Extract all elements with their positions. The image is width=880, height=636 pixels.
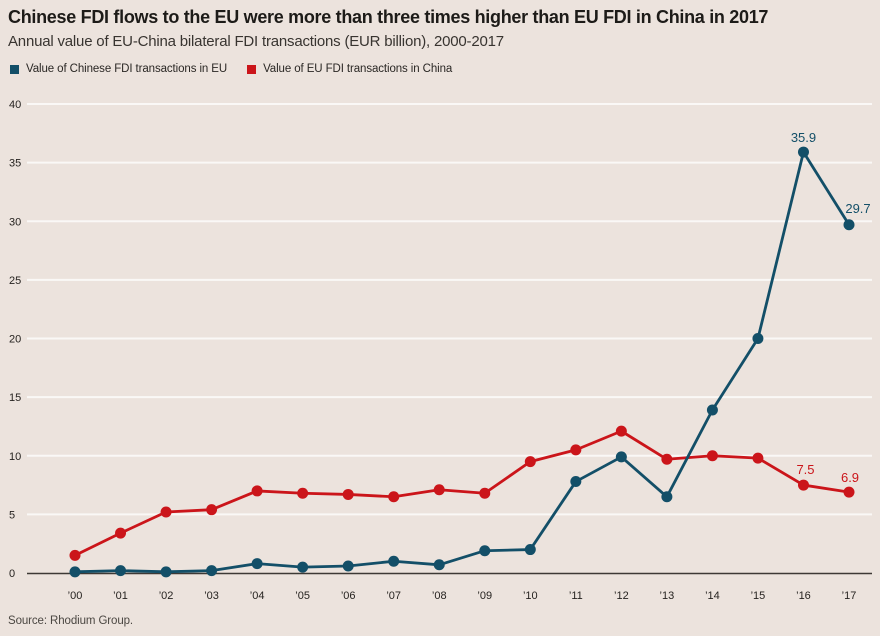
x-axis-tick-label: ’13 xyxy=(660,590,675,602)
data-point xyxy=(251,485,263,497)
data-point xyxy=(433,559,445,571)
data-point xyxy=(752,452,764,464)
source-note: Source: Rhodium Group. xyxy=(8,615,134,627)
data-point xyxy=(388,491,400,503)
legend-swatch-chinese-fdi-icon xyxy=(10,64,19,74)
data-point xyxy=(661,491,673,503)
data-point xyxy=(706,404,718,416)
chart-title: Chinese FDI flows to the EU were more th… xyxy=(8,7,769,27)
legend-label-chinese-fdi: Value of Chinese FDI transactions in EU xyxy=(26,63,228,75)
y-axis-tick-label: 40 xyxy=(9,99,21,111)
x-axis-tick-label: ’14 xyxy=(705,590,720,602)
data-point xyxy=(160,566,172,578)
y-axis-tick-label: 15 xyxy=(9,392,21,404)
x-axis-tick-label: ’04 xyxy=(250,590,265,602)
x-axis-tick-label: ’08 xyxy=(432,590,447,602)
data-point xyxy=(797,479,809,491)
y-axis-tick-label: 35 xyxy=(9,158,21,170)
data-point xyxy=(206,504,218,516)
x-axis-tick-label: ’06 xyxy=(341,590,356,602)
data-point xyxy=(69,566,81,578)
data-point xyxy=(206,565,218,577)
y-axis-tick-label: 25 xyxy=(9,275,21,287)
data-point xyxy=(297,561,309,573)
data-point xyxy=(297,487,309,499)
x-axis-tick-label: ’07 xyxy=(386,590,401,602)
data-point-label: 29.7 xyxy=(845,201,870,216)
data-point xyxy=(69,549,81,561)
x-axis-tick-label: ’01 xyxy=(113,590,128,602)
x-axis-tick-label: ’15 xyxy=(751,590,766,602)
data-point xyxy=(524,544,536,556)
data-point xyxy=(797,146,809,158)
chart-subtitle: Annual value of EU-China bilateral FDI t… xyxy=(8,33,504,50)
data-point xyxy=(524,456,536,468)
x-axis-tick-label: ’10 xyxy=(523,590,538,602)
series-line xyxy=(74,150,851,574)
data-point-label: 7.5 xyxy=(796,462,814,477)
data-point xyxy=(752,333,764,344)
data-point xyxy=(706,450,718,462)
y-axis-tick-label: 20 xyxy=(9,334,21,346)
data-point xyxy=(570,476,582,488)
data-point xyxy=(115,565,127,577)
legend-swatch-eu-fdi-icon xyxy=(247,64,257,74)
x-axis-tick-label: ’11 xyxy=(569,590,583,602)
x-axis-tick-label: ’16 xyxy=(796,590,811,602)
data-point xyxy=(615,425,627,437)
x-axis-tick-label: ’12 xyxy=(614,590,629,602)
x-axis-tick-label: ’03 xyxy=(204,590,219,602)
data-point xyxy=(479,487,491,499)
x-axis-tick-label: ’02 xyxy=(159,590,174,602)
data-point xyxy=(615,451,627,463)
data-point-label: 6.9 xyxy=(841,470,859,485)
data-point xyxy=(251,558,263,570)
x-axis-tick-label: ’09 xyxy=(477,590,492,602)
data-point xyxy=(115,527,127,539)
y-axis-tick-label: 5 xyxy=(9,509,15,521)
legend: Value of Chinese FDI transactions in EU … xyxy=(10,63,452,75)
x-axis-tick-label: ’17 xyxy=(842,590,857,602)
y-axis-tick-label: 10 xyxy=(9,451,21,463)
data-point xyxy=(479,545,491,557)
y-axis-tick-label: 0 xyxy=(9,568,15,580)
data-point xyxy=(342,488,354,500)
legend-item-eu-fdi-in-china: Value of EU FDI transactions in China xyxy=(247,63,452,75)
data-point xyxy=(661,453,673,465)
data-point xyxy=(388,555,400,567)
data-point xyxy=(433,484,445,496)
x-axis-tick-label: ’00 xyxy=(68,590,83,602)
data-point-label: 35.9 xyxy=(791,130,816,145)
series-line xyxy=(74,429,850,557)
data-point xyxy=(843,486,855,498)
legend-item-chinese-fdi-in-eu: Value of Chinese FDI transactions in EU xyxy=(10,63,227,75)
legend-label-eu-fdi: Value of EU FDI transactions in China xyxy=(263,63,453,75)
x-axis-tick-label: ’05 xyxy=(295,590,310,602)
data-point xyxy=(160,506,172,518)
data-point xyxy=(843,219,855,231)
y-axis-tick-label: 30 xyxy=(9,216,21,228)
data-point xyxy=(342,560,354,572)
data-point xyxy=(570,444,582,456)
